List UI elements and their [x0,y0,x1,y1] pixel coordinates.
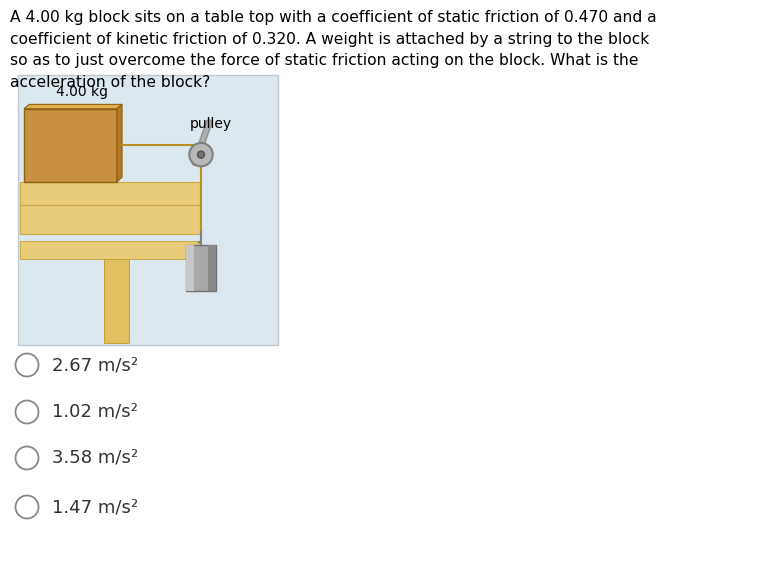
Text: pulley: pulley [190,117,232,131]
Bar [104,259,129,343]
Bar [24,108,116,182]
Circle shape [189,143,213,166]
Circle shape [15,496,39,519]
Circle shape [15,354,39,376]
Text: 2.67 m/s²: 2.67 m/s² [52,356,139,374]
Polygon shape [24,105,122,108]
Circle shape [15,446,39,470]
Bar [20,182,200,205]
Text: 1.02 m/s²: 1.02 m/s² [52,403,138,421]
Circle shape [15,401,39,424]
Bar [186,245,193,291]
Bar [20,241,200,259]
Bar [186,245,216,291]
Text: 1.47 m/s²: 1.47 m/s² [52,498,139,516]
Bar [209,245,216,291]
Text: 3.58 m/s²: 3.58 m/s² [52,449,139,467]
Polygon shape [116,105,122,182]
Circle shape [198,151,205,158]
Text: A 4.00 kg block sits on a table top with a coefficient of static friction of 0.4: A 4.00 kg block sits on a table top with… [10,10,657,90]
Bar [18,75,278,345]
Bar [20,205,200,234]
Text: 4.00 kg: 4.00 kg [56,85,109,99]
